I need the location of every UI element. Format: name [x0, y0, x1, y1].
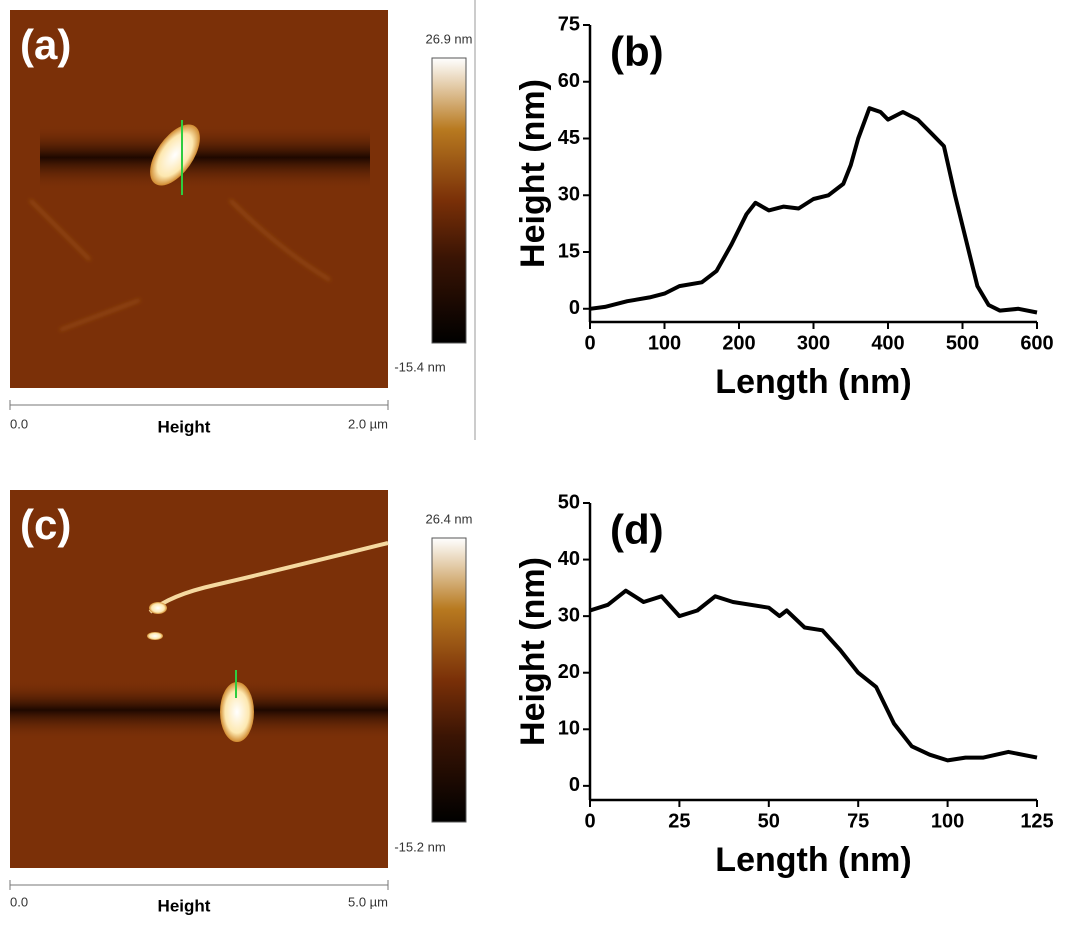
scale-end: 2.0 µm — [348, 416, 388, 431]
scale-start: 0.0 — [10, 416, 28, 431]
y-tick-label: 0 — [569, 297, 580, 319]
y-tick-label: 10 — [558, 718, 580, 740]
colorbar-min: -15.4 nm — [394, 359, 445, 374]
x-tick-label: 600 — [1020, 332, 1053, 354]
profile-line — [589, 588, 1038, 763]
panel-label: (c) — [20, 501, 71, 548]
panel-label: (b) — [610, 28, 664, 75]
x-tick-label: 75 — [847, 810, 869, 832]
profile-line — [589, 106, 1038, 315]
y-tick-label: 15 — [558, 240, 580, 262]
x-tick-label: 0 — [584, 332, 595, 354]
x-tick-label: 500 — [946, 332, 979, 354]
y-tick-label: 75 — [558, 13, 580, 35]
x-axis-label: Length (nm) — [715, 841, 911, 879]
x-tick-label: 50 — [758, 810, 780, 832]
y-tick-label: 30 — [558, 184, 580, 206]
afm-image — [9, 490, 467, 890]
y-axis-label: Height (nm) — [514, 557, 552, 746]
y-tick-label: 30 — [558, 604, 580, 626]
y-tick-label: 60 — [558, 70, 580, 92]
panel-label: (d) — [610, 506, 664, 553]
x-tick-label: 0 — [584, 810, 595, 832]
panel-label: (a) — [20, 21, 71, 68]
x-tick-label: 300 — [797, 332, 830, 354]
afm-image — [9, 10, 467, 410]
channel: Height — [158, 896, 211, 915]
y-axis-label: Height (nm) — [514, 79, 552, 268]
x-tick-label: 125 — [1020, 810, 1053, 832]
scale-start: 0.0 — [10, 894, 28, 909]
x-tick-label: 100 — [931, 810, 964, 832]
x-tick-label: 100 — [648, 332, 681, 354]
colorbar-min: -15.2 nm — [394, 839, 445, 854]
y-tick-label: 20 — [558, 661, 580, 683]
x-tick-label: 25 — [668, 810, 690, 832]
x-tick-label: 400 — [871, 332, 904, 354]
y-tick-label: 45 — [558, 127, 580, 149]
y-tick-label: 50 — [558, 491, 580, 513]
x-tick-label: 200 — [722, 332, 755, 354]
colorbar-max: 26.4 nm — [426, 511, 473, 526]
colorbar-max: 26.9 nm — [426, 31, 473, 46]
x-axis-label: Length (nm) — [715, 363, 911, 401]
y-tick-label: 0 — [569, 774, 580, 796]
scale-end: 5.0 µm — [348, 894, 388, 909]
channel: Height — [158, 417, 211, 436]
y-tick-label: 40 — [558, 548, 580, 570]
